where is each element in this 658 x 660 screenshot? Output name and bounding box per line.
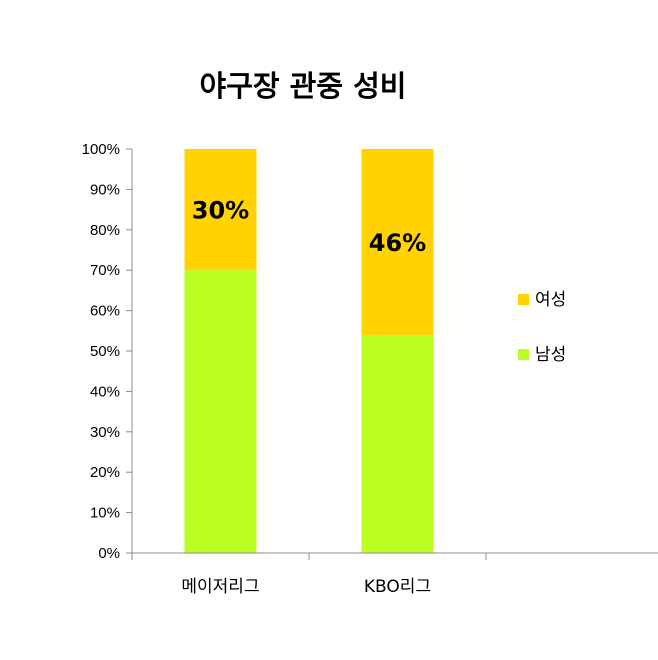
y-tick-label: 70% xyxy=(90,262,120,279)
y-tick-label: 30% xyxy=(90,424,120,441)
bar-female-1 xyxy=(361,149,434,335)
legend-label: 여성 xyxy=(535,290,566,310)
y-tick-label: 50% xyxy=(90,343,120,360)
data-label: 46% xyxy=(369,229,426,257)
legend-label: 남성 xyxy=(535,345,566,365)
bar-female-0 xyxy=(184,149,257,271)
y-tick-label: 60% xyxy=(90,303,120,320)
x-axis: 메이저리그 KBO리그 xyxy=(131,552,658,597)
y-tick-label: 90% xyxy=(90,181,120,198)
chart-title: 야구장 관중 성비 xyxy=(200,69,407,103)
y-tick-label: 80% xyxy=(90,222,120,239)
bars-group xyxy=(184,149,434,553)
data-label: 30% xyxy=(192,197,249,225)
bar-male-0 xyxy=(184,270,257,553)
x-category-label: KBO리그 xyxy=(364,577,431,597)
y-tick-label: 20% xyxy=(90,464,120,481)
data-labels-group: 30% 46% xyxy=(192,197,426,257)
y-tick-label: 40% xyxy=(90,383,120,400)
bar-male-1 xyxy=(361,334,434,553)
y-tick-label: 0% xyxy=(98,545,120,562)
y-axis: 0% 10% 20% 30% 40% 50% 60% 70% 80% 90% 100% xyxy=(82,141,133,562)
y-tick-label: 10% xyxy=(90,505,120,522)
y-tick-label: 100% xyxy=(82,141,120,158)
legend-swatch xyxy=(518,349,529,360)
x-category-label: 메이저리그 xyxy=(181,577,259,597)
legend-swatch xyxy=(518,294,529,305)
